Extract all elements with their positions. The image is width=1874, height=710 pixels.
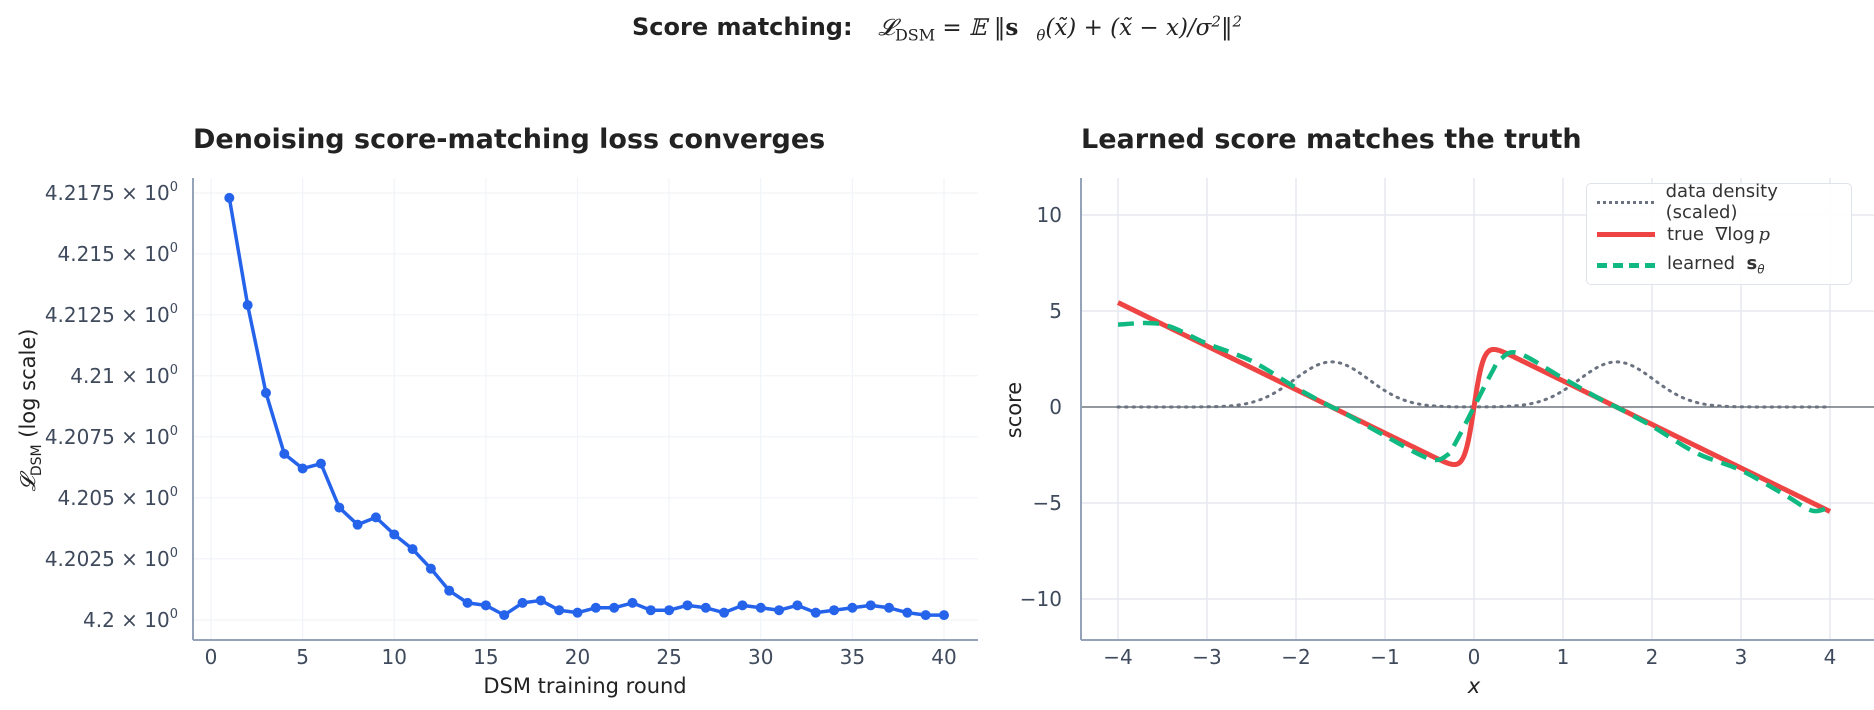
- true-score-curve: [1116, 300, 1832, 514]
- data-point: [627, 597, 638, 608]
- data-point: [755, 602, 766, 613]
- data-point: [902, 607, 913, 618]
- data-point: [737, 600, 748, 611]
- x-tick-label: −1: [1370, 645, 1399, 669]
- x-tick-label: 15: [473, 645, 498, 669]
- y-tick-label: 4.2075 × 100: [45, 424, 178, 449]
- x-tick-label: 3: [1735, 645, 1748, 669]
- x-tick-label: 2: [1646, 645, 1659, 669]
- y-tick-label: 4.2175 × 100: [45, 180, 178, 205]
- y-tick-label: 5: [1049, 299, 1062, 323]
- left-panel-title: Denoising score-matching loss converges: [193, 124, 826, 155]
- x-axis-label: x: [1467, 674, 1481, 698]
- data-point: [407, 544, 418, 555]
- x-tick-label: 35: [840, 645, 865, 669]
- legend-item-learned-score: learned sθ: [1587, 250, 1851, 280]
- data-point: [884, 602, 895, 613]
- data-point: [719, 607, 730, 618]
- loss-line: [227, 197, 944, 617]
- y-tick-label: 10: [1037, 203, 1062, 227]
- legend-label: learned sθ: [1667, 253, 1765, 277]
- y-axis-label: score: [1002, 382, 1026, 438]
- x-tick-label: 40: [931, 645, 956, 669]
- data-point: [297, 463, 308, 474]
- x-tick-label: 0: [205, 645, 218, 669]
- data-point: [444, 585, 455, 596]
- data-point: [664, 605, 675, 616]
- right-panel-title: Learned score matches the truth: [1081, 124, 1582, 155]
- data-point: [260, 387, 271, 398]
- density-curve: [1116, 360, 1832, 409]
- y-tick-label: 4.2 × 100: [83, 607, 178, 632]
- y-tick-label: 4.205 × 100: [58, 485, 178, 510]
- data-point: [242, 300, 253, 311]
- data-point: [554, 605, 565, 616]
- data-point: [572, 607, 583, 618]
- loss-chart: 4.2175 × 100 4.215 × 100 4.2125 × 100 4.21 …: [16, 178, 978, 698]
- data-point: [810, 607, 821, 618]
- data-point: [774, 605, 785, 616]
- data-point: [279, 448, 290, 459]
- data-point: [645, 605, 656, 616]
- legend-item-density: data density (scaled): [1587, 181, 1851, 223]
- data-point: [865, 600, 876, 611]
- suptitle-label: Score matching:: [632, 12, 853, 41]
- x-tick-label: 20: [565, 645, 590, 669]
- x-tick-label: 1: [1557, 645, 1570, 669]
- y-axis-label: 𝓛DSM (log scale): [16, 329, 45, 492]
- data-point: [517, 597, 528, 608]
- x-tick-label: 10: [382, 645, 407, 669]
- x-tick-label: −2: [1281, 645, 1310, 669]
- x-tick-label: 25: [656, 645, 681, 669]
- solid-line-icon: [1597, 231, 1655, 237]
- legend-item-true-score: true ∇log p: [1587, 219, 1851, 249]
- data-point: [334, 502, 345, 513]
- y-tick-label: 4.2025 × 100: [45, 546, 178, 571]
- score-legend: data density (scaled) true ∇log p learne…: [1586, 181, 1852, 285]
- dashed-line-icon: [1597, 262, 1655, 268]
- data-point: [829, 605, 840, 616]
- x-tick-label: −4: [1103, 645, 1132, 669]
- data-point: [682, 600, 693, 611]
- x-tick-label: 5: [296, 645, 309, 669]
- data-point: [425, 563, 436, 574]
- data-point: [609, 602, 620, 613]
- data-point: [352, 519, 363, 530]
- data-point: [480, 600, 491, 611]
- data-point: [920, 610, 931, 621]
- data-point: [370, 512, 381, 523]
- data-point: [389, 529, 400, 540]
- y-tick-label: 0: [1049, 395, 1062, 419]
- x-tick-label: 0: [1468, 645, 1481, 669]
- data-point: [499, 610, 510, 621]
- x-tick-label: −3: [1192, 645, 1221, 669]
- learned-score-curve: [1117, 320, 1831, 514]
- data-point: [590, 602, 601, 613]
- y-tick-label: 4.21 × 100: [70, 363, 178, 388]
- data-point: [847, 602, 858, 613]
- suptitle-formula: 𝓛DSM = 𝔼 ‖s θ(x̃) + (x̃ − x)/σ2‖2: [878, 12, 1242, 45]
- data-point: [462, 597, 473, 608]
- legend-label: true ∇log p: [1667, 223, 1770, 245]
- y-tick-label: −10: [1020, 587, 1062, 611]
- x-tick-label: 4: [1824, 645, 1837, 669]
- data-point: [700, 602, 711, 613]
- data-point: [535, 595, 546, 606]
- y-tick-label: 4.2125 × 100: [45, 302, 178, 327]
- data-point: [939, 610, 949, 621]
- data-point: [315, 458, 326, 469]
- figure-suptitle: Score matching: 𝓛DSM = 𝔼 ‖s θ(x̃) + (x̃ −…: [0, 12, 1874, 44]
- x-axis-label: DSM training round: [483, 674, 686, 698]
- data-point: [224, 192, 235, 203]
- dotted-line-icon: [1597, 200, 1654, 204]
- legend-label: data density (scaled): [1665, 181, 1778, 223]
- data-point: [792, 600, 803, 611]
- y-tick-label: 4.215 × 100: [58, 241, 178, 266]
- y-tick-label: −5: [1033, 491, 1062, 515]
- x-tick-label: 30: [748, 645, 773, 669]
